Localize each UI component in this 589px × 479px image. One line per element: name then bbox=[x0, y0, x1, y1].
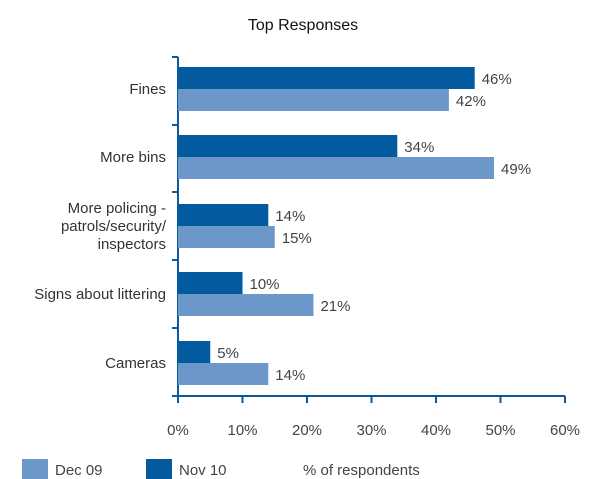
bar-dec-09 bbox=[178, 157, 495, 179]
category-label: Cameras bbox=[105, 355, 166, 372]
category-label: Signs about littering bbox=[34, 286, 166, 303]
bar-nov-10 bbox=[178, 135, 398, 157]
bar-dec-09 bbox=[178, 294, 314, 316]
x-tick-label: 40% bbox=[421, 422, 451, 439]
data-label: 14% bbox=[275, 367, 305, 384]
bar-nov-10 bbox=[178, 67, 475, 89]
category-labels: Fines More bins More policing -patrols/sec… bbox=[34, 81, 167, 372]
data-label: 5% bbox=[217, 345, 239, 362]
x-tick-labels: 0% 10% 20% 30% 40% 50% 60% bbox=[167, 422, 580, 439]
x-tick-label: 60% bbox=[550, 422, 580, 439]
chart-bars: 46% 34% 14% 10% 5% 42% 49% 15% 21% 14% bbox=[178, 67, 531, 385]
legend-swatch-nov-10 bbox=[146, 459, 172, 479]
data-label: 34% bbox=[404, 139, 434, 156]
chart-title: Top Responses bbox=[248, 17, 358, 34]
legend-swatch-dec-09 bbox=[22, 459, 48, 479]
x-tick-label: 20% bbox=[292, 422, 322, 439]
category-label: More bins bbox=[100, 149, 166, 166]
bar-nov-10 bbox=[178, 272, 243, 294]
x-tick-label: 0% bbox=[167, 422, 189, 439]
x-tick-label: 50% bbox=[485, 422, 515, 439]
data-label: 46% bbox=[482, 71, 512, 88]
x-axis-label: % of respondents bbox=[303, 462, 420, 479]
data-label: 15% bbox=[282, 230, 312, 247]
data-label: 49% bbox=[501, 161, 531, 178]
chart-legend: Dec 09 Nov 10 bbox=[22, 459, 227, 479]
legend-label: Dec 09 bbox=[55, 462, 103, 479]
category-label: inspectors bbox=[98, 236, 166, 253]
bar-dec-09 bbox=[178, 89, 449, 111]
data-label: 21% bbox=[320, 298, 350, 315]
data-label: 10% bbox=[250, 276, 280, 293]
bar-nov-10 bbox=[178, 204, 269, 226]
data-label: 42% bbox=[456, 93, 486, 110]
category-label: Fines bbox=[129, 81, 166, 98]
bar-dec-09 bbox=[178, 226, 275, 248]
x-tick-label: 30% bbox=[356, 422, 386, 439]
bar-nov-10 bbox=[178, 341, 211, 363]
bar-dec-09 bbox=[178, 363, 269, 385]
category-label: More policing - bbox=[68, 200, 166, 217]
legend-label: Nov 10 bbox=[179, 462, 227, 479]
x-tick-label: 10% bbox=[227, 422, 257, 439]
data-label: 14% bbox=[275, 208, 305, 225]
category-label: patrols/security/ bbox=[61, 218, 167, 235]
